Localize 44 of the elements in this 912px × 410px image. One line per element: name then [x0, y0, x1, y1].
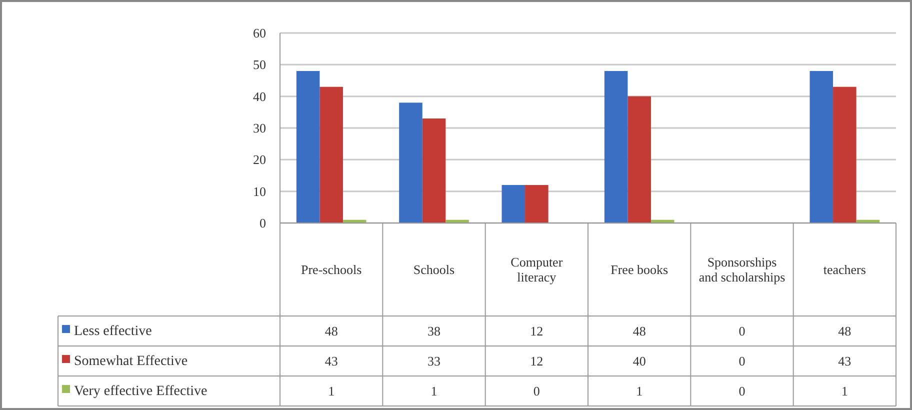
data-label: 0: [738, 384, 746, 399]
data-label: 1: [328, 384, 335, 399]
data-label: 0: [738, 354, 746, 369]
x-tick-label: Free books: [610, 262, 668, 278]
x-tick-label: Sponsorships and scholarships: [698, 254, 786, 285]
y-tick-label: 30: [253, 120, 266, 136]
data-label: 40: [632, 354, 646, 369]
bar: [833, 86, 856, 223]
data-label: 0: [533, 384, 540, 399]
data-label: 43: [838, 354, 852, 369]
data-label: 0: [738, 324, 746, 339]
x-tick-label: Schools: [413, 262, 455, 278]
bar: [399, 102, 422, 223]
data-label: 12: [530, 324, 544, 339]
bar: [422, 118, 446, 223]
x-tick-label: Computer literacy: [510, 254, 564, 285]
data-label: 48: [838, 324, 852, 339]
bar: [810, 71, 834, 223]
data-label: 43: [324, 354, 338, 369]
data-label: 33: [428, 354, 440, 369]
x-tick-label: teachers: [823, 262, 866, 278]
bar: [296, 71, 320, 223]
bar: [525, 185, 548, 223]
y-tick-label: 40: [253, 88, 266, 104]
data-label: 1: [430, 384, 438, 399]
y-tick-label: 60: [253, 26, 266, 41]
data-label: 12: [530, 354, 544, 369]
data-label: 48: [632, 324, 646, 339]
data-label: 1: [841, 384, 848, 399]
y-tick-label: 50: [253, 57, 266, 72]
x-tick-label: Pre-schools: [300, 262, 362, 278]
y-tick-label: 20: [253, 152, 266, 168]
bar: [502, 185, 526, 223]
data-label: 1: [636, 384, 643, 399]
legend-label: Somewhat Effective: [74, 354, 188, 370]
bar: [320, 86, 343, 223]
data-label: 38: [428, 324, 440, 339]
legend-label: Very effective Effective: [74, 384, 208, 400]
data-label: 48: [324, 324, 338, 339]
legend-label: Less effective: [74, 324, 152, 340]
bar: [604, 71, 628, 223]
y-tick-label: 0: [260, 216, 266, 231]
y-tick-label: 10: [253, 184, 266, 199]
bar: [628, 96, 651, 223]
